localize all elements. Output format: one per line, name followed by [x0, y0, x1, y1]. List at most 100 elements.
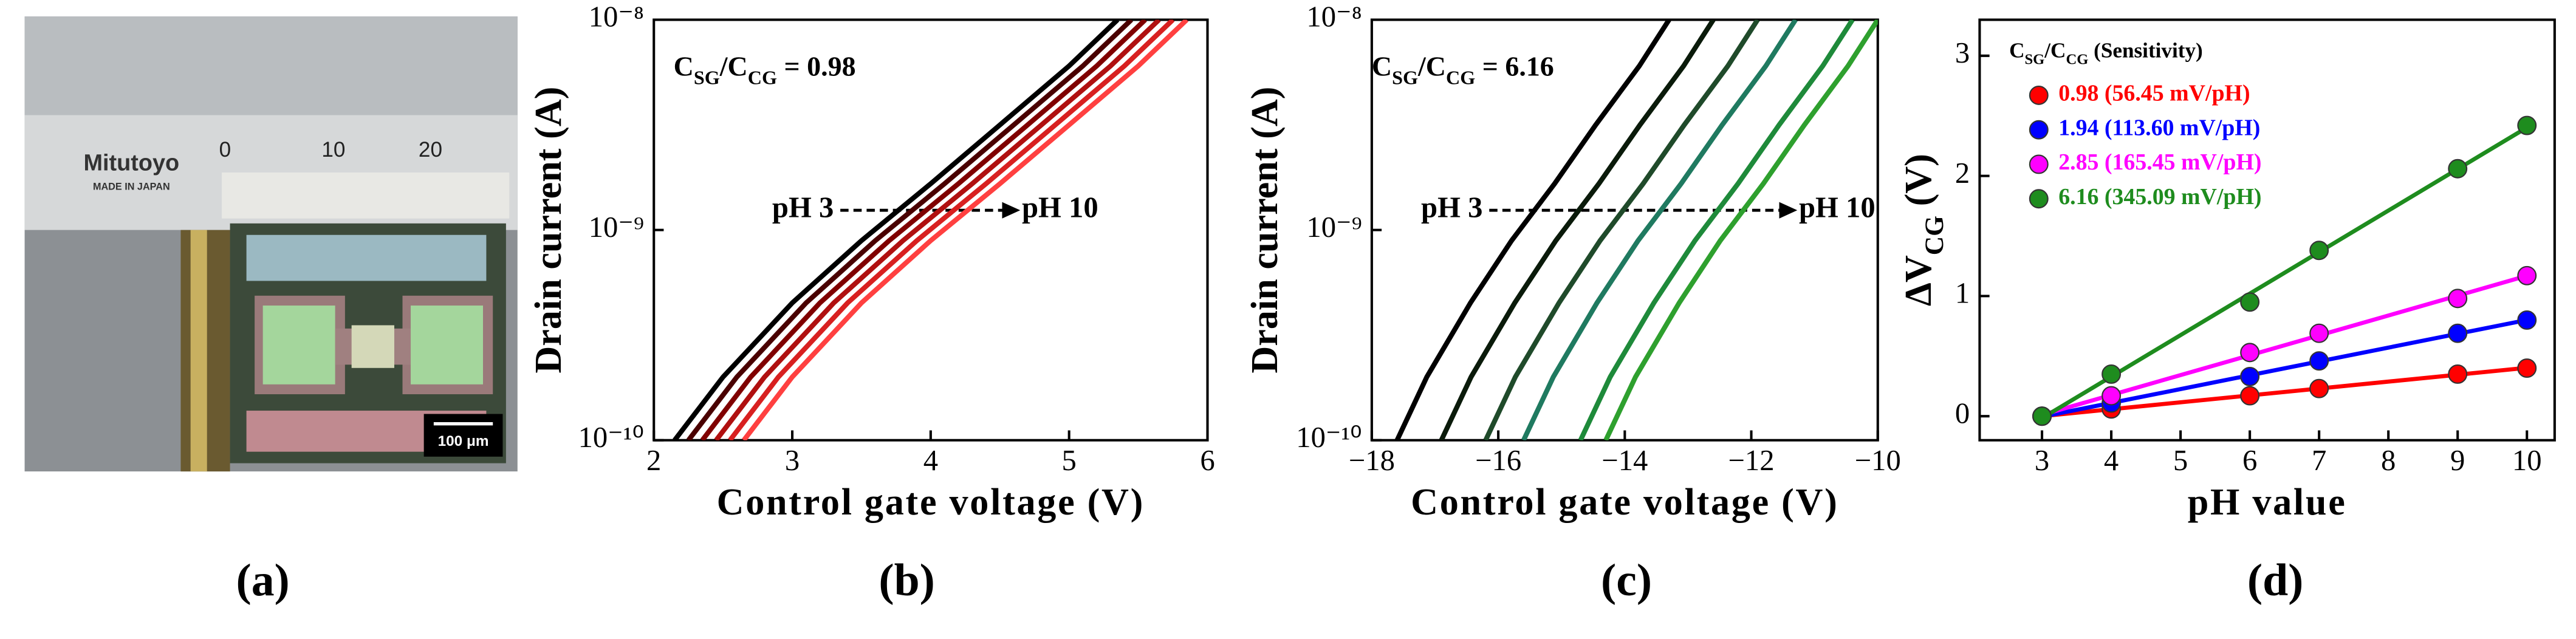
y-tick-label: 2 — [1955, 157, 1970, 190]
caliper-top — [24, 16, 518, 115]
sensing-area — [351, 325, 394, 368]
y-axis-label-part: ΔV — [1898, 255, 1939, 306]
x-tick-label: 4 — [2104, 444, 2119, 477]
point — [2448, 289, 2468, 309]
arrow-head — [1779, 202, 1798, 219]
plot-frame — [1978, 18, 2556, 442]
curve — [700, 19, 1147, 440]
curve — [1521, 19, 1798, 440]
x-tick-label: 4 — [923, 444, 938, 477]
x-tick-label: −12 — [1728, 444, 1774, 477]
point — [2517, 310, 2537, 330]
y-tick-label: 10⁻⁸ — [589, 1, 644, 33]
annotation-part: SG — [1392, 67, 1418, 89]
annotation: CSG/CCG = 0.98 — [674, 50, 856, 89]
annotation-part: C — [674, 50, 694, 81]
brand: Mitutoyo — [84, 150, 180, 176]
point — [2032, 406, 2052, 426]
arrow-start-label: pH 3 — [772, 191, 834, 224]
y-tick-label: 10⁻⁸ — [1306, 1, 1362, 33]
scale-number: 20 — [419, 138, 442, 162]
panel-label: (a) — [236, 555, 290, 606]
y-axis-label-part: (V) — [1898, 154, 1939, 216]
x-tick-label: 7 — [2312, 444, 2326, 477]
annotation-part: = 6.16 — [1475, 50, 1554, 81]
point — [2240, 366, 2260, 386]
x-tick-label: −14 — [1601, 444, 1648, 477]
legend-label: 2.85 (165.45 mV/pH) — [2058, 149, 2261, 175]
y-tick-label: 10⁻⁹ — [589, 211, 644, 244]
legend-marker — [2029, 120, 2049, 140]
annotation-part: CG — [748, 67, 777, 89]
y-tick-label: 3 — [1955, 36, 1970, 69]
scale-number: 0 — [219, 138, 231, 162]
x-tick-label: −18 — [1349, 444, 1395, 477]
x-tick-label: 10 — [2512, 444, 2542, 477]
curve — [714, 19, 1161, 440]
point — [2102, 386, 2122, 406]
annotation-part: C — [1372, 50, 1392, 81]
scale-bar-label: 100 μm — [438, 433, 489, 449]
annotation-part: /C — [719, 50, 748, 81]
curve — [742, 19, 1189, 440]
y-tick-label: 10⁻¹⁰ — [1296, 421, 1362, 454]
fit-line — [2041, 273, 2528, 417]
legend-label: 0.98 (56.45 mV/pH) — [2058, 81, 2250, 106]
curve — [1439, 19, 1716, 440]
origin: MADE IN JAPAN — [93, 182, 170, 193]
arrow-end-label: pH 10 — [1799, 191, 1875, 224]
curve — [728, 19, 1175, 440]
legend-marker — [2029, 189, 2049, 209]
legend-marker — [2029, 85, 2049, 105]
jaw-highlight — [190, 230, 207, 472]
x-tick-label: 3 — [2035, 444, 2049, 477]
legend-label: 6.16 (345.09 mV/pH) — [2058, 184, 2261, 210]
legend-title-part: CG — [2066, 52, 2088, 68]
y-axis-label: Drain current (A) — [1244, 87, 1286, 374]
curve — [1394, 19, 1671, 440]
x-tick-label: −16 — [1475, 444, 1521, 477]
panel-label: (b) — [879, 555, 935, 606]
legend-title: CSG/CCG (Sensitivity) — [2009, 39, 2203, 68]
arrow-head — [1002, 202, 1021, 219]
chip-pad — [246, 234, 487, 281]
point — [2309, 378, 2329, 398]
panel-label: (c) — [1601, 555, 1652, 606]
y-axis-label-part: CG — [1920, 216, 1949, 255]
legend-title-part: C — [2009, 39, 2024, 63]
panel-label: (d) — [2247, 555, 2304, 606]
x-tick-label: 5 — [2173, 444, 2188, 477]
legend-label: 1.94 (113.60 mV/pH) — [2058, 115, 2260, 140]
point — [2240, 292, 2260, 312]
curve — [673, 19, 1120, 440]
point — [2517, 358, 2537, 378]
point — [2517, 115, 2537, 135]
point — [2448, 323, 2468, 343]
x-tick-label: 5 — [1062, 444, 1077, 477]
x-tick-label: 3 — [785, 444, 800, 477]
curve — [1603, 19, 1878, 440]
annotation-part: CG — [1446, 67, 1475, 89]
photo: 100 μm Mitutoyo MADE IN JAPAN 0 10 20 — [24, 16, 518, 472]
y-axis-label: ΔVCG (V) — [1898, 154, 1949, 306]
legend-marker — [2029, 154, 2049, 174]
x-tick-label: −10 — [1855, 444, 1901, 477]
x-tick-label: 9 — [2450, 444, 2465, 477]
point — [2240, 343, 2260, 363]
y-axis-label: Drain current (A) — [528, 87, 569, 374]
point — [2309, 351, 2329, 371]
curve — [1483, 19, 1760, 440]
point — [2309, 323, 2329, 343]
annotation: CSG/CCG = 6.16 — [1372, 50, 1554, 89]
point — [2240, 386, 2260, 406]
annotation-part: /C — [1417, 50, 1446, 81]
scale-number: 10 — [321, 138, 345, 162]
x-tick-label: 6 — [2242, 444, 2257, 477]
x-axis-label: Control gate voltage (V) — [1411, 482, 1838, 523]
fit-line — [2041, 318, 2527, 419]
y-tick-label: 10⁻⁹ — [1306, 211, 1362, 244]
annotation-part: = 0.98 — [777, 50, 856, 81]
scale-bar-bg — [423, 414, 503, 457]
chip-pad — [262, 306, 335, 384]
